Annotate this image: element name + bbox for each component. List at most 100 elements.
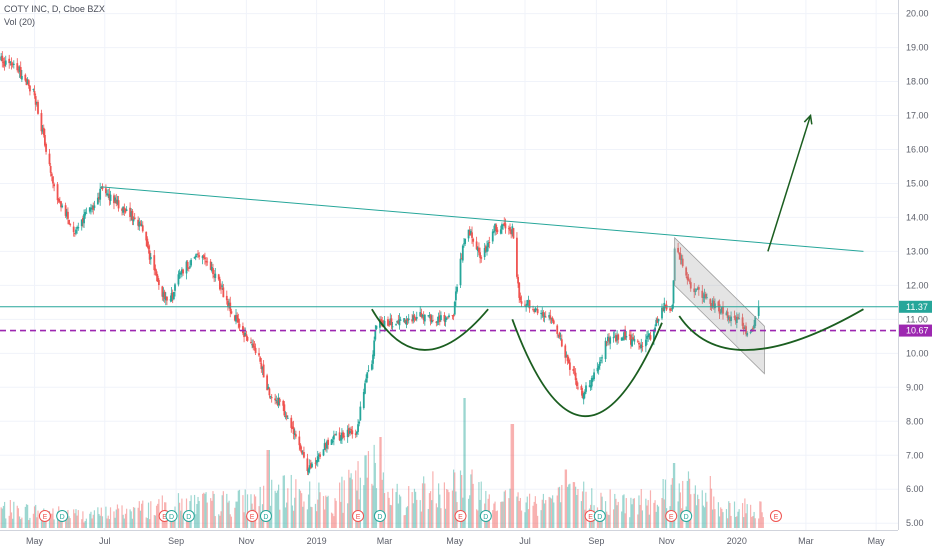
volume-bar <box>391 488 394 528</box>
volume-bar <box>552 495 554 528</box>
candle-body <box>390 318 393 326</box>
candle-body <box>444 317 447 323</box>
volume-bar <box>566 486 569 528</box>
candle-body <box>261 366 264 370</box>
candle-body <box>600 360 602 361</box>
volume-bar <box>314 503 317 528</box>
candle-body <box>358 421 361 424</box>
volume-bar <box>203 492 205 528</box>
candle-body <box>567 359 570 364</box>
candle-body <box>123 207 126 211</box>
candle-body <box>414 318 417 321</box>
volume-bar <box>648 514 650 528</box>
candle-body <box>245 334 248 337</box>
volume-bar <box>322 496 325 528</box>
volume-bar <box>647 500 649 528</box>
candle-body <box>16 63 19 71</box>
candle-body <box>32 89 35 90</box>
candle-body <box>396 320 399 323</box>
volume-bar <box>123 518 125 528</box>
time-tick-label: 2020 <box>727 536 747 546</box>
volume-bar <box>290 474 292 528</box>
time-tick-label: May <box>446 536 464 546</box>
candle-body <box>141 225 144 232</box>
candle-body <box>58 201 61 203</box>
candle-body <box>35 101 38 103</box>
candle-body <box>315 460 318 463</box>
event-marker-label: D <box>597 514 602 521</box>
candle-body <box>710 303 713 308</box>
volume-bar <box>197 496 199 528</box>
candle-body <box>206 261 209 263</box>
candle-body <box>616 335 618 341</box>
volume-bar <box>106 518 108 528</box>
volume-bar <box>584 509 586 528</box>
candle-body <box>688 280 691 282</box>
candle-body <box>451 315 454 317</box>
volume-bar <box>210 498 212 528</box>
volume-bar <box>623 494 625 528</box>
volume-bar <box>25 504 28 528</box>
volume-bar <box>381 479 383 528</box>
volume-bar <box>541 499 543 528</box>
dividend-marker: D <box>182 510 195 522</box>
candle-body <box>335 433 338 435</box>
volume-bar <box>130 511 132 528</box>
volume-bar <box>607 514 609 528</box>
candle-body <box>468 231 471 236</box>
event-marker-circle <box>38 510 51 522</box>
volume-bar <box>84 520 86 528</box>
candle-body <box>75 229 77 234</box>
candle-body <box>487 242 490 248</box>
time-tick-label: Nov <box>238 536 255 546</box>
volume-bar <box>420 511 422 528</box>
candle-body <box>446 317 449 319</box>
candle-body <box>117 200 120 209</box>
candle-body <box>633 339 636 342</box>
event-marker-label: E <box>162 514 167 521</box>
volume-bar <box>672 463 675 528</box>
dividend-marker: D <box>479 510 492 522</box>
candle-body <box>91 207 94 210</box>
volume-bar <box>242 495 244 528</box>
candle-body <box>730 316 732 321</box>
candle-body <box>190 259 193 266</box>
candle-body <box>331 440 334 442</box>
volume-bar <box>509 488 511 528</box>
volume-bars <box>0 398 764 528</box>
candle-body <box>44 135 46 146</box>
volume-bar <box>211 500 213 528</box>
volume-bar <box>10 512 13 528</box>
candle-body <box>407 318 410 321</box>
candle-body <box>164 297 167 301</box>
volume-bar <box>712 509 714 528</box>
volume-bar <box>577 489 579 528</box>
price-tick-label: 13.00 <box>906 246 929 256</box>
candle-body <box>528 300 531 309</box>
volume-bar <box>464 398 466 528</box>
candle-body <box>26 80 29 85</box>
volume-bar <box>126 508 128 528</box>
candle-body <box>696 288 699 290</box>
volume-bar <box>493 503 495 528</box>
candle-body <box>463 243 465 245</box>
candle-body <box>198 255 201 257</box>
volume-bar <box>139 510 142 528</box>
candle-body <box>68 219 70 225</box>
candle-body <box>326 441 328 449</box>
candle-body <box>689 282 692 289</box>
candle-body <box>228 302 231 306</box>
candle-body <box>130 211 133 217</box>
volume-bar <box>13 501 15 528</box>
volume-bar <box>721 508 723 528</box>
candle-body <box>590 378 593 387</box>
candle-body <box>431 319 434 321</box>
volume-bar <box>153 515 155 528</box>
volume-bar <box>193 494 196 528</box>
candle-body <box>653 331 655 341</box>
candle-body <box>225 295 228 301</box>
volume-bar <box>236 501 238 528</box>
candle-body <box>527 301 530 303</box>
